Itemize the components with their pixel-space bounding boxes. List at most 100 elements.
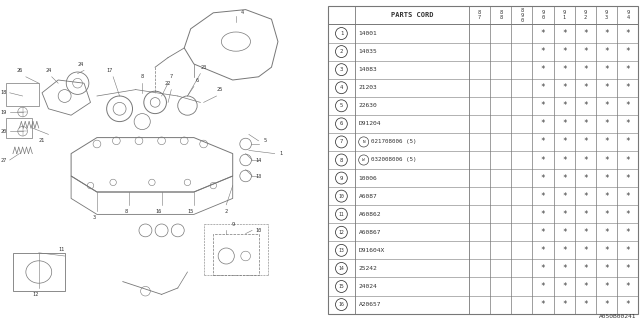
- Text: 2: 2: [225, 209, 228, 214]
- Text: 14001: 14001: [358, 31, 378, 36]
- Text: *: *: [625, 101, 630, 110]
- Text: 25: 25: [217, 87, 223, 92]
- Text: 4: 4: [340, 85, 343, 90]
- Text: 5: 5: [264, 138, 267, 143]
- Text: 3: 3: [92, 215, 95, 220]
- Text: *: *: [541, 246, 545, 255]
- Text: N: N: [362, 140, 365, 144]
- Text: *: *: [625, 47, 630, 56]
- Text: A050B00241: A050B00241: [599, 314, 637, 319]
- Text: 14035: 14035: [358, 49, 378, 54]
- Text: 13: 13: [255, 173, 262, 179]
- Text: 1: 1: [340, 31, 343, 36]
- Text: 9
1: 9 1: [563, 11, 566, 20]
- Text: *: *: [583, 137, 588, 147]
- Text: *: *: [604, 264, 609, 273]
- Text: 8
9
0: 8 9 0: [520, 8, 524, 23]
- Text: 22: 22: [165, 81, 171, 86]
- Text: *: *: [604, 192, 609, 201]
- Text: *: *: [604, 210, 609, 219]
- Text: *: *: [541, 83, 545, 92]
- Text: *: *: [562, 137, 566, 147]
- Text: 8
8: 8 8: [499, 11, 502, 20]
- Text: *: *: [604, 156, 609, 164]
- Text: 21203: 21203: [358, 85, 378, 90]
- Text: *: *: [562, 264, 566, 273]
- Text: 12: 12: [33, 292, 38, 297]
- Text: *: *: [562, 29, 566, 38]
- Text: *: *: [625, 119, 630, 128]
- Text: 11: 11: [58, 247, 65, 252]
- Text: *: *: [625, 246, 630, 255]
- Text: *: *: [562, 47, 566, 56]
- Text: *: *: [541, 101, 545, 110]
- Text: *: *: [583, 101, 588, 110]
- Text: *: *: [583, 210, 588, 219]
- Text: *: *: [583, 300, 588, 309]
- Text: *: *: [562, 65, 566, 74]
- Text: 16: 16: [339, 302, 344, 307]
- Text: 15: 15: [188, 209, 194, 214]
- Text: *: *: [604, 228, 609, 237]
- Text: *: *: [625, 228, 630, 237]
- Text: *: *: [541, 210, 545, 219]
- Text: 21: 21: [39, 138, 45, 143]
- Text: *: *: [604, 65, 609, 74]
- Text: 021708006 (5): 021708006 (5): [371, 140, 417, 144]
- Text: 24024: 24024: [358, 284, 378, 289]
- Text: A6087: A6087: [358, 194, 378, 199]
- Text: *: *: [625, 137, 630, 147]
- Text: *: *: [583, 192, 588, 201]
- Text: 24: 24: [45, 68, 52, 73]
- Text: *: *: [541, 137, 545, 147]
- Text: 8: 8: [125, 209, 127, 214]
- Text: *: *: [583, 228, 588, 237]
- Text: 12: 12: [339, 230, 344, 235]
- Text: 6: 6: [196, 77, 198, 83]
- Text: *: *: [541, 192, 545, 201]
- Text: 20: 20: [0, 129, 6, 134]
- Text: *: *: [583, 156, 588, 164]
- Text: *: *: [541, 119, 545, 128]
- Text: 18: 18: [0, 90, 6, 95]
- Text: *: *: [604, 119, 609, 128]
- Text: *: *: [625, 300, 630, 309]
- Text: 9
3: 9 3: [605, 11, 608, 20]
- Text: *: *: [604, 47, 609, 56]
- Text: 1: 1: [280, 151, 283, 156]
- Text: 9: 9: [231, 221, 234, 227]
- Text: 22630: 22630: [358, 103, 378, 108]
- Text: *: *: [562, 83, 566, 92]
- Text: D91204: D91204: [358, 121, 381, 126]
- Text: 8: 8: [340, 157, 343, 163]
- Text: 27: 27: [0, 157, 6, 163]
- Text: 11: 11: [339, 212, 344, 217]
- Text: 14083: 14083: [358, 67, 378, 72]
- Text: *: *: [625, 264, 630, 273]
- Text: 14: 14: [255, 157, 262, 163]
- Text: 032008006 (5): 032008006 (5): [371, 157, 417, 163]
- Text: *: *: [562, 282, 566, 291]
- Text: *: *: [541, 65, 545, 74]
- Text: 10006: 10006: [358, 176, 378, 180]
- Text: 10: 10: [339, 194, 344, 199]
- Text: *: *: [583, 47, 588, 56]
- Text: *: *: [583, 173, 588, 183]
- Text: *: *: [541, 264, 545, 273]
- Text: 9: 9: [340, 176, 343, 180]
- Text: W: W: [362, 158, 365, 162]
- Text: 6: 6: [340, 121, 343, 126]
- Text: 25242: 25242: [358, 266, 378, 271]
- Text: A60862: A60862: [358, 212, 381, 217]
- Text: 8
7: 8 7: [478, 11, 481, 20]
- Text: 17: 17: [107, 68, 113, 73]
- Text: 19: 19: [0, 109, 6, 115]
- Text: *: *: [541, 156, 545, 164]
- Text: *: *: [583, 264, 588, 273]
- Text: 2: 2: [340, 49, 343, 54]
- Text: *: *: [625, 192, 630, 201]
- Text: 9
4: 9 4: [627, 11, 629, 20]
- Text: *: *: [625, 210, 630, 219]
- Text: *: *: [583, 65, 588, 74]
- Text: *: *: [583, 29, 588, 38]
